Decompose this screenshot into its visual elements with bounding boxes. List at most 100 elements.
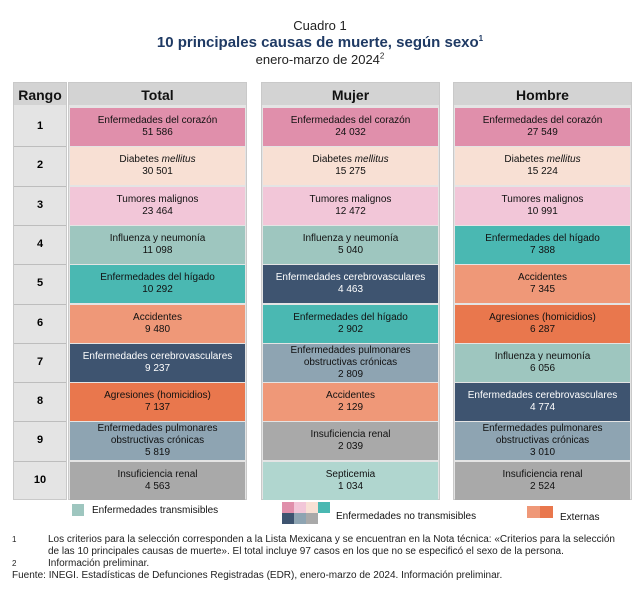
cause-cell-hombre: Influenza y neumonía 6 056 — [455, 343, 630, 382]
legend-label-transmisibles: Enfermedades transmisibles — [92, 505, 219, 516]
death-count: 15 224 — [527, 166, 558, 178]
cause-name: Enfermedades del corazón — [98, 115, 218, 127]
cause-name-italic: mellitus — [354, 154, 389, 166]
death-count: 2 809 — [337, 368, 364, 380]
cause-name-text: Influenza y neumonía — [302, 232, 399, 244]
rank-label: 8 — [36, 395, 44, 408]
cause-name-text: Tumores malignos — [309, 193, 392, 205]
cause-cell-mujer: Influenza y neumonía 5 040 — [263, 225, 438, 264]
mujer-column: Mujer Enfermedades del corazón 24 032 Diab… — [261, 82, 440, 500]
legend-swatch-higado — [318, 502, 330, 513]
cause-name-text: Enfermedades del hígado — [485, 232, 600, 244]
row-separator — [14, 185, 66, 187]
cause-name-text: Agresiones (homicidios) — [489, 311, 596, 323]
cause-cell-total: Enfermedades pulmonares obstructivas cró… — [70, 422, 245, 461]
death-count: 5 819 — [144, 447, 171, 459]
rank-label: 9 — [36, 434, 44, 447]
death-count: 3 010 — [529, 447, 556, 459]
cause-name-text: Enfermedades pulmonares obstructivas cró… — [290, 344, 411, 368]
death-count: 10 292 — [142, 284, 173, 296]
total-header: Total — [69, 83, 246, 105]
table-number: Cuadro 1 — [293, 18, 347, 33]
cause-name: Enfermedades pulmonares obstructivas cró… — [455, 423, 630, 447]
death-count: 27 549 — [527, 127, 558, 138]
cause-name-text: Insuficiencia renal — [502, 468, 583, 480]
cause-name: Accidentes — [518, 272, 567, 284]
death-count: 7 345 — [529, 284, 556, 296]
death-count: 23 464 — [142, 205, 173, 217]
cause-name: Enfermedades cerebrovasculares — [83, 351, 233, 363]
cause-cell-hombre: Enfermedades del hígado 7 388 — [455, 225, 630, 264]
death-count: 4 463 — [337, 284, 364, 296]
row-separator — [14, 460, 66, 462]
death-count: 11 098 — [142, 244, 173, 256]
cause-name: Enfermedades del hígado — [100, 272, 215, 284]
legend-swatch-externas-accidentes — [527, 506, 540, 518]
cause-name: Enfermedades del corazón — [483, 115, 603, 127]
cause-cell-total: Enfermedades cerebrovasculares 9 237 — [70, 343, 245, 382]
cause-name-text: Insuficiencia renal — [117, 468, 198, 480]
rank-label: 4 — [36, 237, 44, 250]
cause-cell-mujer: Insuficiencia renal 2 039 — [263, 422, 438, 461]
row-separator — [14, 303, 66, 305]
table-period: enero-marzo de 20242 — [255, 51, 385, 67]
cause-cell-hombre: Accidentes 7 345 — [455, 265, 630, 304]
cause-name: Agresiones (homicidios) — [104, 390, 211, 402]
cause-name: Tumores malignos — [117, 194, 199, 206]
cause-name-text: Diabetes — [504, 154, 544, 166]
cause-name-italic: mellitus — [546, 154, 581, 166]
death-count: 9 480 — [144, 323, 171, 335]
death-count: 2 129 — [337, 402, 364, 414]
cause-name-text: Insuficiencia renal — [310, 429, 391, 441]
death-count: 4 774 — [529, 402, 556, 414]
cause-cell-total: Accidentes 9 480 — [70, 304, 245, 343]
cause-name: Enfermedades pulmonares obstructivas cró… — [263, 345, 438, 369]
rank-label: 3 — [36, 198, 44, 211]
legend-swatch-transmisibles — [72, 504, 84, 516]
row-separator — [14, 382, 66, 384]
footnote-mark-2: 2 — [12, 559, 17, 568]
total-column: Total Enfermedades del corazón 51 586 Diab… — [68, 82, 247, 500]
cause-name-text: Accidentes — [326, 390, 375, 402]
cause-cell-hombre: Enfermedades cerebrovasculares 4 774 — [455, 383, 630, 422]
footnote-ref: 1 — [478, 34, 484, 43]
death-count: 10 991 — [527, 205, 558, 217]
legend-label-externas: Externas — [560, 512, 600, 523]
legend-swatch-tumores — [294, 502, 306, 513]
row-separator — [14, 146, 66, 148]
cause-name: Diabetes mellitus — [312, 154, 388, 166]
cause-cell-hombre: Agresiones (homicidios) 6 287 — [455, 304, 630, 343]
death-count: 2 524 — [529, 480, 556, 492]
death-count: 2 902 — [337, 323, 364, 335]
cause-name-text: Enfermedades pulmonares obstructivas cró… — [482, 423, 603, 447]
cause-name: Influenza y neumonía — [110, 233, 206, 245]
cause-name-text: Enfermedades cerebrovasculares — [467, 390, 618, 402]
cause-name-text: Enfermedades del corazón — [97, 115, 218, 126]
legend-swatch-renal — [306, 513, 318, 524]
cause-name: Influenza y neumonía — [303, 233, 399, 245]
death-count: 7 137 — [144, 402, 171, 414]
cause-name: Enfermedades pulmonares obstructivas cró… — [70, 423, 245, 447]
cause-name-text: Accidentes — [518, 272, 567, 284]
cause-name: Diabetes mellitus — [504, 154, 580, 166]
row-separator — [14, 264, 66, 266]
row-separator — [14, 421, 66, 423]
cause-name-text: Enfermedades pulmonares obstructivas cró… — [97, 423, 218, 447]
cause-name: Enfermedades cerebrovasculares — [468, 390, 618, 402]
rank-label: 2 — [36, 159, 44, 172]
cause-name: Accidentes — [326, 390, 375, 402]
death-count: 5 040 — [337, 244, 364, 256]
rank-column: Rango 1 2 3 4 5 6 7 8 9 10 — [13, 82, 67, 500]
cause-name-text: Enfermedades del corazón — [482, 115, 603, 126]
footnotes: 1 Los criterios para la selección corres… — [12, 534, 628, 594]
cause-cell-mujer: Enfermedades cerebrovasculares 4 463 — [263, 265, 438, 304]
cause-name-text: Tumores malignos — [116, 193, 199, 205]
cause-name-text: Septicemia — [325, 468, 376, 480]
rank-header: Rango — [14, 83, 66, 105]
legend-label-no-transmisibles: Enfermedades no transmisibles — [336, 511, 477, 522]
footnote-mark-1: 1 — [12, 535, 17, 544]
cause-name-text: Influenza y neumonía — [494, 350, 591, 362]
legend-swatch-cerebro — [282, 513, 294, 524]
cause-cell-total: Insuficiencia renal 4 563 — [70, 461, 245, 500]
cause-name: Enfermedades cerebrovasculares — [276, 272, 426, 284]
